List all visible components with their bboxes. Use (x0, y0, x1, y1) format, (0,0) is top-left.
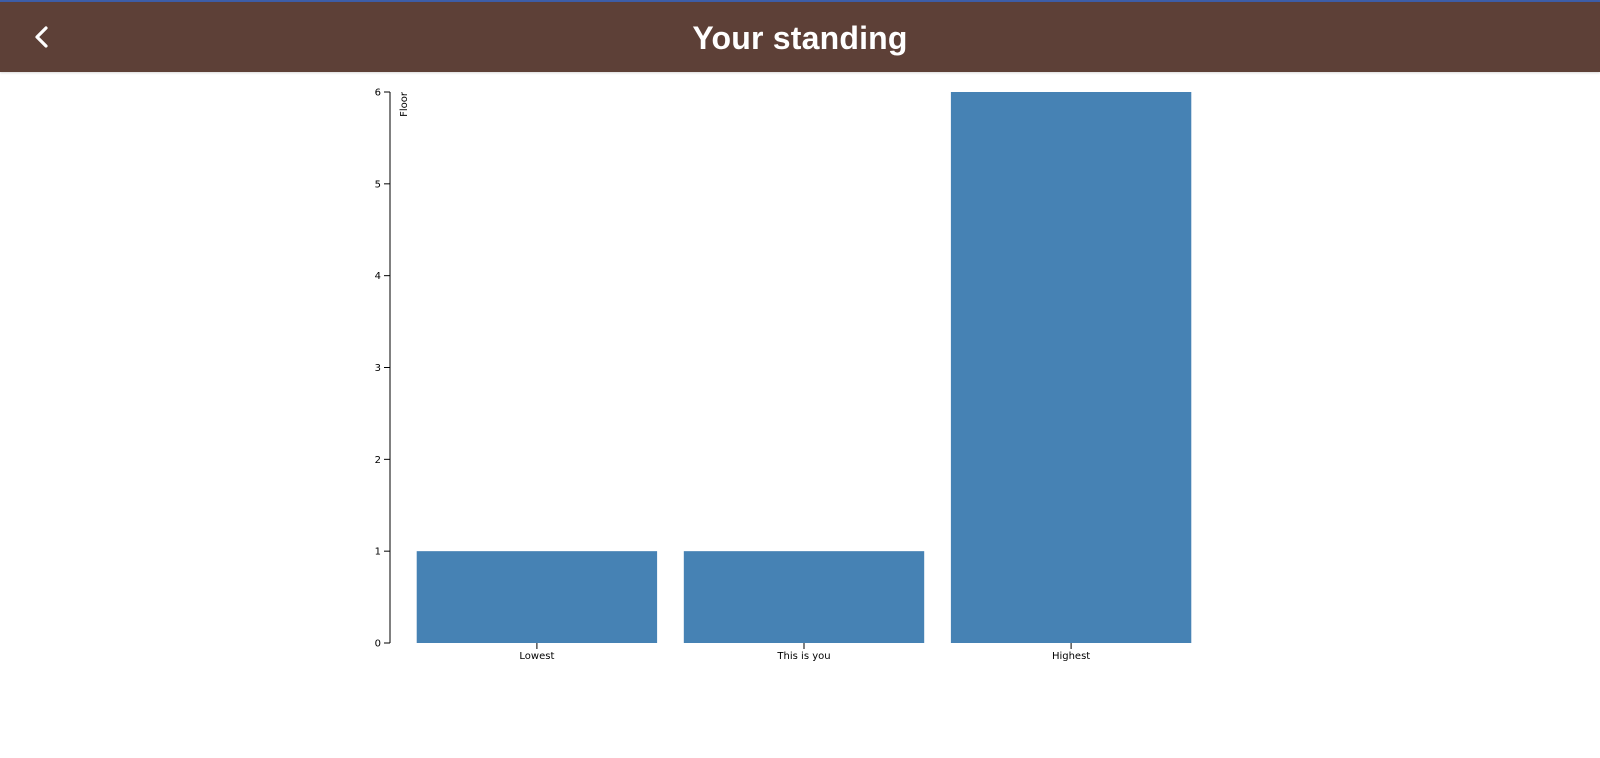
bar (950, 92, 1192, 643)
x-tick-label: Lowest (519, 651, 554, 662)
top-accent-line (0, 0, 1600, 2)
y-axis-label: Floor (399, 91, 410, 117)
y-tick-label: 5 (375, 179, 381, 190)
y-tick-label: 4 (375, 271, 381, 282)
y-tick-label: 2 (375, 455, 381, 466)
standing-bar-chart: 0 1 2 3 4 5 6 Floor Lowest This is you Highest (375, 88, 1192, 662)
y-tick-label: 3 (375, 363, 381, 374)
y-tick-label: 1 (375, 547, 381, 558)
bar (416, 551, 658, 643)
y-tick-label: 0 (375, 639, 381, 650)
x-tick-label: This is you (776, 651, 830, 662)
chevron-left-icon (35, 26, 48, 48)
app-bar: Your standing (0, 2, 1600, 72)
chart-area: 0 1 2 3 4 5 6 Floor Lowest This is you Highest (0, 72, 1600, 753)
bar (683, 551, 925, 643)
x-tick-label: Highest (1052, 651, 1090, 662)
page-title: Your standing (692, 20, 908, 56)
y-tick-label: 6 (375, 88, 381, 99)
back-button[interactable] (24, 15, 60, 59)
